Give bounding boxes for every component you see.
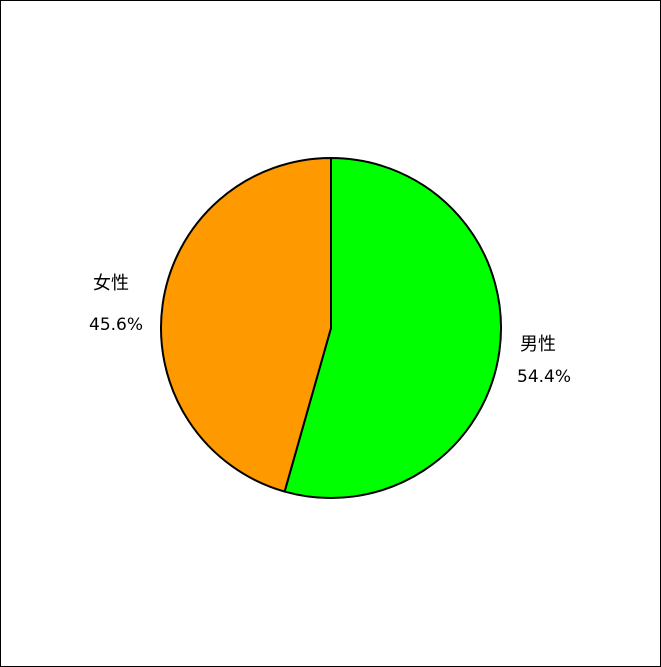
slice-label-male: 男性 54.4% bbox=[517, 334, 571, 387]
pie-slices bbox=[160, 157, 502, 499]
slice-label-female: 女性 45.6% bbox=[89, 273, 143, 335]
slice-percent-label: 54.4% bbox=[517, 367, 571, 387]
slice-percent-label: 45.6% bbox=[89, 315, 143, 335]
pie-slice-male bbox=[283, 157, 502, 499]
slice-category-label: 女性 bbox=[93, 273, 129, 294]
slice-category-label: 男性 bbox=[520, 334, 556, 355]
pie-slice-female bbox=[160, 157, 332, 493]
